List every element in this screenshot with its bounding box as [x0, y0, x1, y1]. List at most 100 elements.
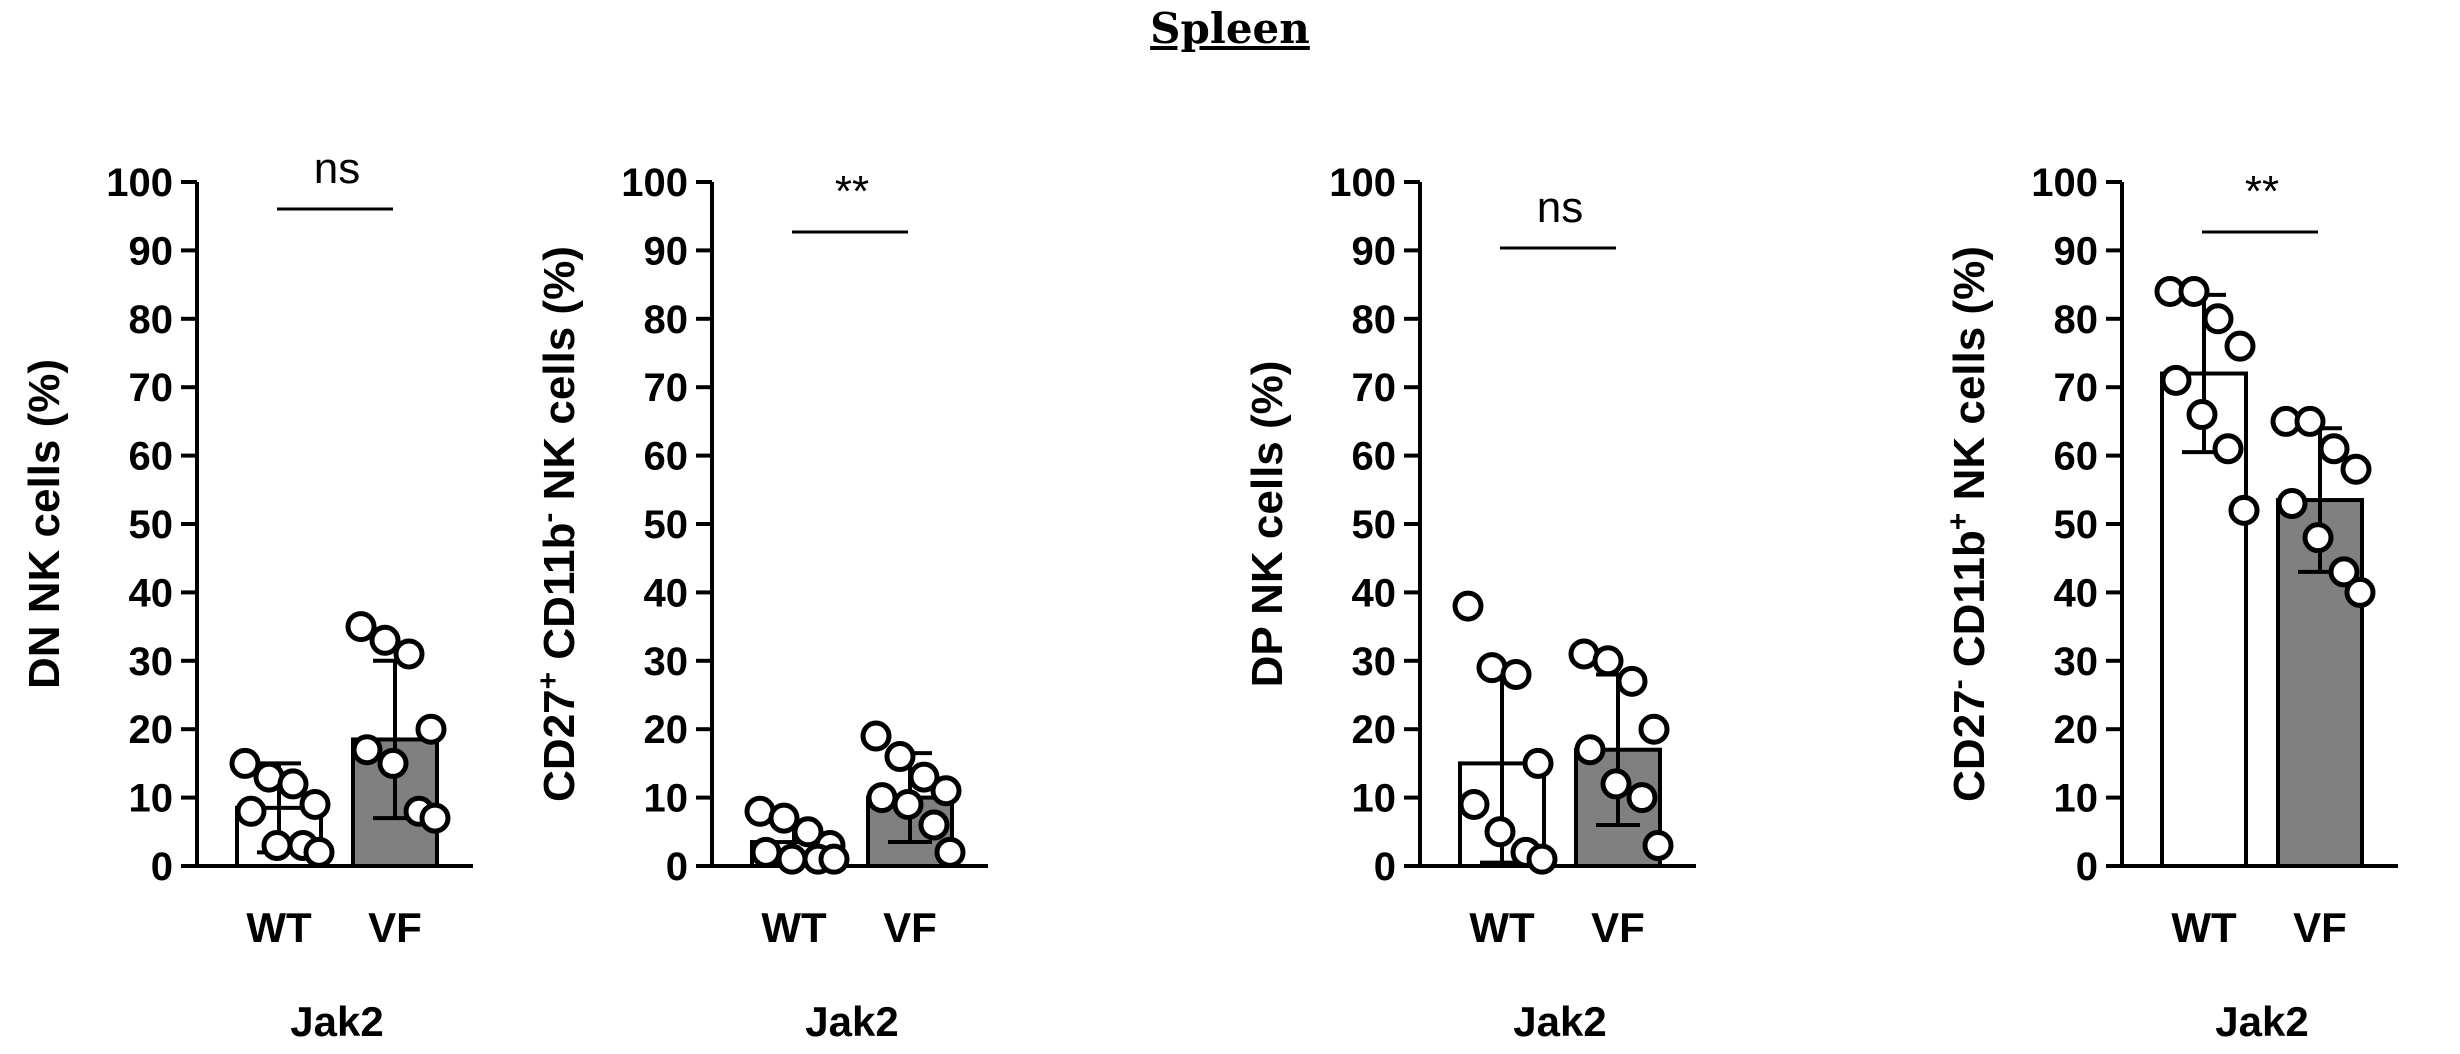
- y-tick-label: 60: [129, 435, 174, 479]
- chart-panel-1: 0 10 20 30 40 50 60 70 80 90 100 WT VF Jak2 ns DN NK ce…: [20, 144, 473, 1045]
- y-tick-label: 70: [129, 366, 174, 410]
- data-point: [750, 836, 782, 868]
- data-point: [2294, 405, 2326, 437]
- y-tick-label: 70: [644, 366, 689, 410]
- chart-panel-2: 0 10 20 30 40 50 60 70 80 90 100 WT VF Jak2 ** CD27+ CD…: [532, 161, 988, 1045]
- data-point: [419, 802, 451, 834]
- y-tick-label: 100: [1329, 161, 1396, 205]
- y-tick-label: 30: [1352, 640, 1397, 684]
- data-point: [860, 720, 892, 752]
- data-point: [2186, 399, 2218, 431]
- data-point: [1642, 829, 1674, 861]
- y-axis-title-superscript: +: [532, 672, 565, 690]
- y-tick-label: 40: [1352, 571, 1397, 615]
- x-axis-title: Jak2: [805, 998, 898, 1045]
- y-tick-label: 50: [2054, 503, 2099, 547]
- chart-panel-4: 0 10 20 30 40 50 60 70 80 90 100 WT VF Jak2 ** CD27- CD…: [1942, 161, 2398, 1045]
- data-point: [2160, 364, 2192, 396]
- data-point: [1600, 768, 1632, 800]
- data-point: [2340, 453, 2372, 485]
- x-category-label: VF: [2293, 904, 2347, 951]
- y-tick-label: 90: [644, 229, 689, 273]
- data-point: [415, 713, 447, 745]
- data-point: [377, 747, 409, 779]
- y-axis-title: CD27+ CD11b- NK cells (%): [532, 246, 585, 802]
- data-point: [1522, 747, 1554, 779]
- data-point: [2202, 303, 2234, 335]
- y-tick-label: 70: [2054, 366, 2099, 410]
- data-point: [277, 768, 309, 800]
- y-tick-label: 10: [644, 777, 689, 821]
- y-tick-label: 70: [1352, 366, 1397, 410]
- data-point: [1626, 782, 1658, 814]
- x-category-label: VF: [368, 904, 422, 951]
- y-tick-label: 40: [129, 571, 174, 615]
- data-point: [1592, 645, 1624, 677]
- data-point: [2318, 433, 2350, 465]
- data-point: [934, 836, 966, 868]
- data-point: [776, 843, 808, 875]
- data-point: [2344, 576, 2376, 608]
- data-point: [930, 775, 962, 807]
- y-tick-label: 90: [1352, 229, 1397, 273]
- data-point: [229, 747, 261, 779]
- x-category-label: VF: [1591, 904, 1645, 951]
- y-axis-title: DP NK cells (%): [1243, 361, 1292, 688]
- y-axis-title-superscript: -: [1942, 679, 1975, 689]
- data-point: [2224, 330, 2256, 362]
- y-tick-label: 90: [129, 229, 174, 273]
- y-tick-label: 100: [2031, 161, 2098, 205]
- data-point: [2302, 522, 2334, 554]
- data-point: [1638, 713, 1670, 745]
- data-point: [892, 788, 924, 820]
- y-tick-label: 0: [1374, 845, 1396, 889]
- y-tick-label: 10: [2054, 777, 2099, 821]
- y-tick-label: 20: [2054, 708, 2099, 752]
- data-point: [768, 802, 800, 834]
- y-tick-label: 0: [2076, 845, 2098, 889]
- y-tick-label: 30: [644, 640, 689, 684]
- data-point: [918, 809, 950, 841]
- y-tick-label: 20: [129, 708, 174, 752]
- data-point: [818, 843, 850, 875]
- y-tick-label: 80: [1352, 298, 1397, 342]
- data-point: [235, 795, 267, 827]
- y-tick-label: 50: [1352, 503, 1397, 547]
- data-point: [2228, 494, 2260, 526]
- y-axis-title-superscript: -: [532, 513, 565, 523]
- y-tick-label: 90: [2054, 229, 2099, 273]
- chart-panel-3: 0 10 20 30 40 50 60 70 80 90 100 WT VF Jak2 ns DP NK ce…: [1243, 161, 1696, 1045]
- y-tick-label: 0: [151, 845, 173, 889]
- y-tick-label: 40: [2054, 571, 2099, 615]
- significance-label: **: [835, 167, 869, 216]
- x-axis-title: Jak2: [290, 998, 383, 1045]
- y-tick-label: 80: [129, 298, 174, 342]
- y-tick-label: 60: [1352, 435, 1397, 479]
- y-axis-title: CD27- CD11b+ NK cells (%): [1942, 246, 1995, 802]
- y-tick-label: 20: [1352, 708, 1397, 752]
- data-point: [2178, 275, 2210, 307]
- data-point: [866, 782, 898, 814]
- data-point: [2276, 487, 2308, 519]
- x-category-label: WT: [2171, 904, 2237, 951]
- y-axis-title-text: DP NK cells (%): [1243, 361, 1292, 688]
- data-point: [1616, 665, 1648, 697]
- y-tick-label: 30: [129, 640, 174, 684]
- data-point: [1484, 816, 1516, 848]
- y-tick-label: 50: [644, 503, 689, 547]
- y-tick-label: 100: [621, 161, 688, 205]
- y-axis-title-text: NK cells (%): [1945, 246, 1994, 513]
- x-category-label: WT: [1469, 904, 1535, 951]
- y-axis-title-text: DN NK cells (%): [20, 359, 69, 689]
- x-category-label: WT: [246, 904, 312, 951]
- y-tick-label: 40: [644, 571, 689, 615]
- data-point: [1500, 658, 1532, 690]
- y-axis-title-text: CD11b: [1945, 530, 1994, 679]
- y-tick-label: 30: [2054, 640, 2099, 684]
- y-axis-title-superscript: +: [1942, 513, 1975, 531]
- data-point: [908, 761, 940, 793]
- x-axis-title: Jak2: [1513, 998, 1606, 1045]
- y-axis-title-text: CD27: [1945, 689, 1994, 802]
